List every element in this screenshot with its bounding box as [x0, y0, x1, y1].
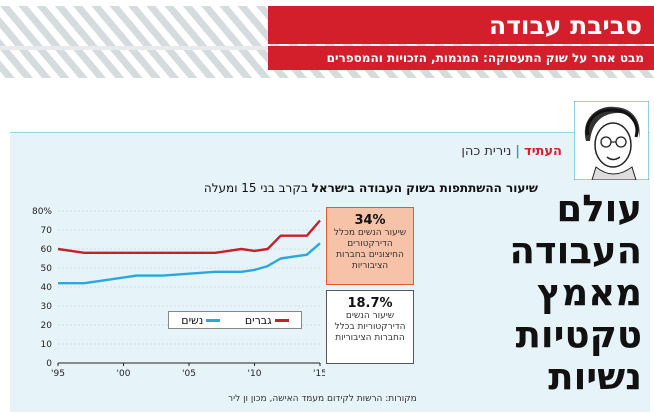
- series-line-men: [57, 219, 321, 254]
- callout-external-directors: 34% שיעור הנשים מכלל הדירקטורים החיצוניי…: [326, 207, 414, 285]
- kicker-label: העתיד: [524, 144, 562, 159]
- y-tick-label: 0: [46, 359, 52, 369]
- series-line-women: [58, 242, 321, 285]
- callout-all-directors: 18.7% שיעור הנשים הדירקטוריות בכלל החברו…: [326, 290, 414, 364]
- y-tick-label: 10: [41, 340, 53, 350]
- legend-label-women: נשים: [181, 313, 204, 327]
- kicker-separator: |: [515, 144, 521, 159]
- legend-item-women: נשים: [181, 313, 221, 327]
- section-subtitle-box: מבט אחר על שוק התעסוקה: המגמות, הזכויות …: [268, 46, 654, 70]
- headline-line: מאמץ: [537, 271, 642, 314]
- x-tick-label: '05: [182, 369, 196, 379]
- chart-source: מקורות: הרשות לקידום מעמד האישה, מכון ון…: [228, 394, 417, 404]
- headline: עולם העבודה מאמץ טקטיות נשיות: [509, 187, 643, 398]
- article-kicker: העתיד|נירית כהן: [461, 144, 562, 159]
- chart-title-bold: שיעור ההשתתפות בשוק העבודה בישראל: [311, 181, 538, 195]
- author-portrait: [574, 101, 649, 180]
- y-tick-label: 60: [41, 245, 53, 255]
- y-tick-label: 20: [41, 321, 53, 331]
- x-tick-label: '00: [117, 369, 131, 379]
- legend-swatch-men: [274, 318, 289, 322]
- callout-text: שיעור הנשים מכלל הדירקטורים החיצוניים בח…: [333, 228, 407, 271]
- legend-swatch-women: [206, 318, 221, 322]
- callout-value: 18.7%: [347, 296, 393, 311]
- headline-line: נשיות: [548, 355, 642, 398]
- author-name: נירית כהן: [461, 144, 512, 159]
- x-tick-label: '15: [313, 369, 325, 379]
- section-title-box: סביבת עבודה: [268, 6, 654, 44]
- section-title: סביבת עבודה: [489, 10, 642, 40]
- legend-label-men: גברים: [244, 313, 272, 327]
- callout-value: 34%: [354, 213, 386, 228]
- headline-line: טקטיות: [515, 313, 642, 356]
- headline-line: עולם: [556, 187, 643, 230]
- x-tick-label: '10: [248, 369, 262, 379]
- y-tick-label: 80%: [32, 207, 52, 217]
- y-tick-label: 40: [41, 283, 53, 293]
- y-tick-label: 50: [41, 264, 53, 274]
- legend-item-men: גברים: [245, 314, 289, 327]
- callout-text: שיעור הנשים הדירקטוריות בכלל החברות הציב…: [334, 311, 406, 343]
- y-tick-label: 70: [41, 226, 53, 236]
- y-tick-label: 30: [41, 302, 53, 312]
- section-subtitle: מבט אחר על שוק התעסוקה: המגמות, הזכויות …: [326, 51, 644, 65]
- chart-title-rest: בקרב בני 15 ומעלה: [203, 181, 308, 195]
- x-tick-label: '95: [51, 369, 65, 379]
- participation-chart: 0 10 20 30 40 50 60 70 80% '95 '00 '05 '10 '15: [32, 207, 325, 379]
- chart-legend: נשים גברים: [168, 311, 302, 329]
- chart-title: שיעור ההשתתפות בשוק העבודה בישראל בקרב ב…: [204, 181, 538, 195]
- headline-line: העבודה: [509, 229, 643, 272]
